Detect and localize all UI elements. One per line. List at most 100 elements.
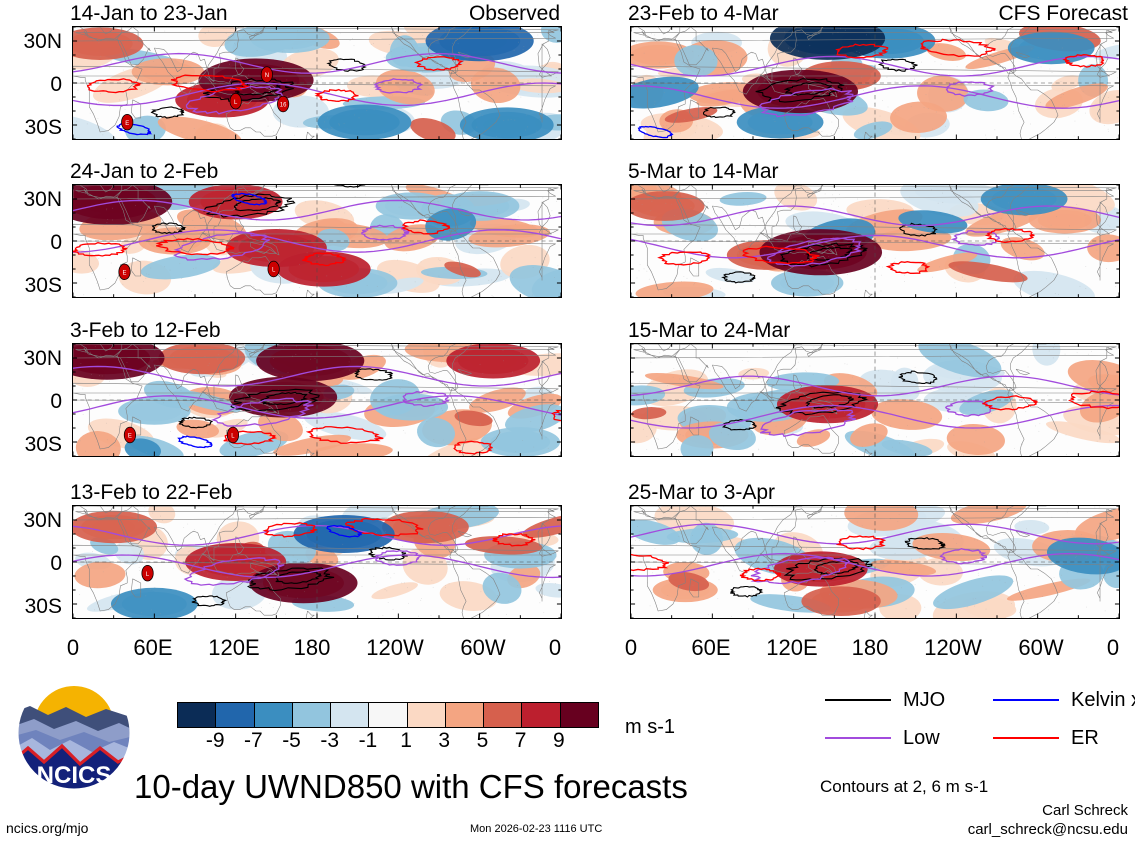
svg-text:L: L	[146, 572, 150, 578]
storm-marker: L	[141, 564, 154, 582]
colorbar-segment-4	[331, 703, 370, 727]
colorbar-unit-label: m s-1	[625, 716, 675, 738]
low-line-icon	[825, 737, 891, 739]
ylabel-30s-p2: 30S	[24, 274, 62, 297]
xlabel-r-60w: 60W	[1018, 635, 1064, 660]
legend-label-low: Low	[903, 727, 940, 749]
storm-marker: E	[118, 263, 131, 281]
colorbar-segment-3	[292, 703, 332, 727]
render-timestamp: Mon 2026-02-23 1116 UTC	[470, 823, 603, 835]
colorbar-tick-6: 3	[438, 729, 451, 752]
ncics-logo[interactable]: NCICS	[14, 674, 134, 792]
panel-title-5: 23-Feb to 4-Mar	[628, 2, 779, 25]
xlabel-l-0a: 0	[66, 635, 80, 660]
legend-item-er[interactable]: ER	[993, 728, 1099, 748]
contour-legend: MJO Kelvin x2 Low ER	[825, 690, 1135, 750]
mjo-line-icon	[825, 699, 891, 701]
xlabel-l-120e: 120E	[208, 635, 260, 660]
ylabel-30s-p1: 30S	[24, 116, 62, 139]
ylabel-30n-p4: 30N	[23, 509, 62, 532]
storm-marker: L	[226, 426, 240, 444]
legend-label-er: ER	[1071, 727, 1099, 749]
site-url[interactable]: ncics.org/mjo	[6, 820, 89, 836]
author-name: Carl Schreck	[1042, 802, 1128, 819]
map-panel-7[interactable]	[630, 343, 1120, 457]
xlabel-r-180: 180	[851, 635, 889, 660]
colorbar-tick-1: -7	[244, 729, 263, 752]
svg-text:L: L	[234, 100, 238, 106]
colorbar-tick-3: -3	[320, 729, 340, 752]
colorbar-segment-0	[178, 703, 217, 727]
map-panel-1[interactable]: E L N 16	[72, 26, 562, 140]
panel-title-7: 15-Mar to 24-Mar	[628, 319, 791, 342]
legend-item-mjo[interactable]: MJO	[825, 690, 945, 710]
ylabel-30n-p1: 30N	[23, 30, 62, 53]
map-panel-4[interactable]: L	[72, 505, 562, 619]
legend-label-kelvin: Kelvin x2	[1071, 689, 1135, 711]
xlabel-r-0b: 0	[1106, 635, 1120, 660]
xlabel-l-180: 180	[293, 635, 331, 660]
author-email[interactable]: carl_schreck@ncsu.edu	[967, 821, 1128, 838]
xlabel-l-60w: 60W	[460, 635, 506, 660]
ylabel-0-p3: 0	[50, 390, 62, 413]
ylabel-0-p4: 0	[50, 552, 62, 575]
ylabel-30s-p4: 30S	[24, 595, 62, 618]
ylabel-0-p2: 0	[50, 231, 62, 254]
ncics-logo-text: NCICS	[37, 762, 112, 789]
kelvin-x2-line-icon	[993, 699, 1059, 701]
panel-title-6: 5-Mar to 14-Mar	[628, 160, 779, 183]
colorbar-segment-1	[216, 703, 255, 727]
storm-marker: L	[267, 260, 280, 278]
xlabel-l-120w: 120W	[366, 635, 424, 660]
colorbar-segment-5	[369, 703, 408, 727]
colorbar[interactable]	[177, 702, 599, 728]
storm-marker: 16	[277, 95, 290, 113]
map-canvas: E L N 16	[73, 27, 561, 139]
ylabel-0-p1: 0	[50, 73, 62, 96]
map-panel-8[interactable]	[630, 505, 1120, 619]
xlabel-r-120w: 120W	[924, 635, 982, 660]
legend-item-kelvin-x2[interactable]: Kelvin x2	[993, 690, 1135, 710]
svg-text:N: N	[265, 73, 269, 79]
legend-item-low[interactable]: Low	[825, 728, 940, 748]
colorbar-tick-9: 9	[552, 729, 565, 752]
colorbar-segment-7	[445, 703, 485, 727]
colorbar-tick-7: 5	[476, 729, 489, 752]
svg-text:E: E	[128, 434, 132, 440]
colorbar-segment-6	[407, 703, 446, 727]
map-canvas	[631, 185, 1119, 297]
storm-marker: L	[229, 92, 242, 110]
map-canvas	[631, 344, 1119, 456]
svg-text:16: 16	[280, 103, 287, 109]
ylabel-30n-p2: 30N	[23, 188, 62, 211]
xlabel-l-0b: 0	[548, 635, 562, 660]
ylabel-30s-p3: 30S	[24, 433, 62, 456]
colorbar-segment-2	[254, 703, 293, 727]
storm-marker: E	[123, 426, 136, 444]
map-panel-5[interactable]	[630, 26, 1120, 140]
panel-title-3: 3-Feb to 12-Feb	[70, 319, 221, 342]
svg-text:E: E	[125, 121, 129, 127]
panel-title-8: 25-Mar to 3-Apr	[628, 481, 776, 504]
panel-title-4: 13-Feb to 22-Feb	[70, 481, 233, 504]
xlabel-l-60e: 60E	[133, 635, 173, 660]
storm-marker: N	[260, 66, 273, 83]
xlabel-r-120e: 120E	[766, 635, 818, 660]
colorbar-segment-8	[484, 703, 523, 727]
svg-text:L: L	[272, 268, 276, 274]
column-header-cfs: CFS Forecast	[998, 2, 1128, 25]
ylabel-30n-p3: 30N	[23, 347, 62, 370]
map-panel-6[interactable]	[630, 184, 1120, 298]
map-canvas	[631, 506, 1119, 618]
contours-note: Contours at 2, 6 m s-1	[820, 777, 989, 796]
colorbar-tick-4: -1	[358, 729, 378, 752]
xlabel-r-0a: 0	[624, 635, 638, 660]
panel-title-2: 24-Jan to 2-Feb	[70, 160, 219, 183]
colorbar-segment-10	[560, 703, 598, 727]
colorbar-tick-8: 7	[514, 729, 527, 752]
column-header-observed: Observed	[468, 2, 560, 25]
